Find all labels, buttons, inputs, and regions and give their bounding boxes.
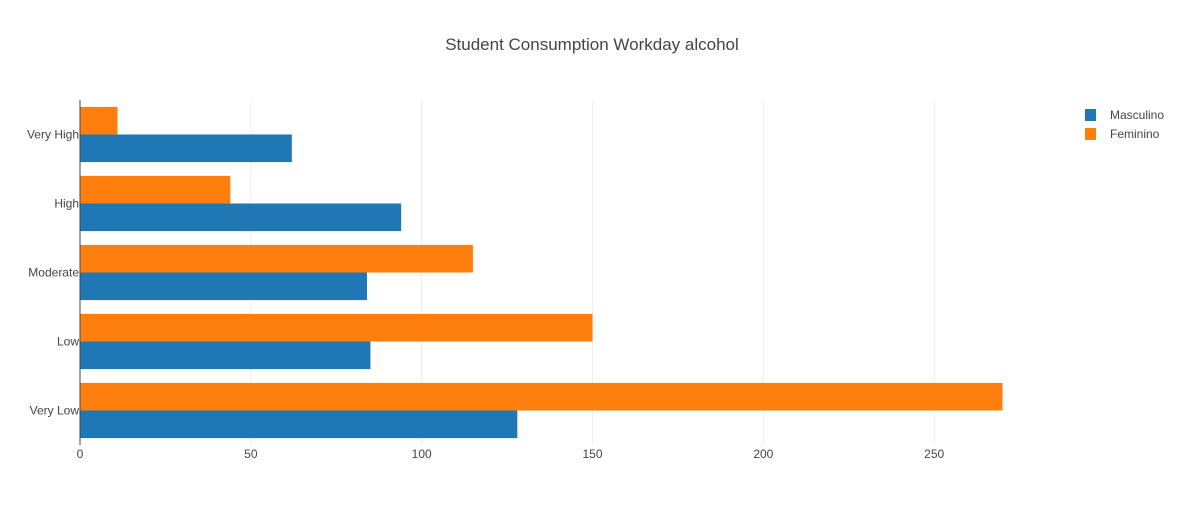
y-tick-label: Very High bbox=[27, 128, 79, 142]
x-tick-label: 100 bbox=[412, 447, 432, 461]
x-tick-label: 0 bbox=[77, 447, 84, 461]
x-tick-label: 250 bbox=[924, 447, 944, 461]
x-tick-label: 50 bbox=[244, 447, 258, 461]
bar-feminino-very-low[interactable] bbox=[80, 382, 1003, 411]
x-tick-label: 150 bbox=[582, 447, 602, 461]
y-tick-label: High bbox=[54, 197, 79, 211]
bar-feminino-moderate[interactable] bbox=[80, 244, 473, 273]
bar-masculino-moderate[interactable] bbox=[80, 272, 367, 301]
bars bbox=[80, 106, 1003, 439]
bar-feminino-very-high[interactable] bbox=[80, 106, 118, 135]
bar-feminino-high[interactable] bbox=[80, 175, 231, 204]
legend-label-masculino[interactable]: Masculino bbox=[1110, 108, 1164, 122]
legend-label-feminino[interactable]: Feminino bbox=[1110, 127, 1160, 141]
y-tick-label: Very Low bbox=[30, 404, 80, 418]
bar-masculino-low[interactable] bbox=[80, 341, 371, 370]
bar-masculino-very-high[interactable] bbox=[80, 134, 292, 163]
axes: 0 50 100 150 200 250 Very Low Low Moderate High Ve… bbox=[27, 100, 944, 461]
bar-masculino-high[interactable] bbox=[80, 203, 402, 232]
y-tick-label: Moderate bbox=[28, 266, 79, 280]
y-tick-label: Low bbox=[57, 335, 79, 349]
legend: Masculino Feminino bbox=[1085, 108, 1164, 141]
bar-masculino-very-low[interactable] bbox=[80, 410, 518, 439]
x-tick-label: 200 bbox=[753, 447, 773, 461]
legend-swatch-feminino[interactable] bbox=[1085, 128, 1096, 140]
bar-feminino-low[interactable] bbox=[80, 313, 593, 342]
legend-swatch-masculino[interactable] bbox=[1085, 109, 1096, 121]
chart-title: Student Consumption Workday alcohol bbox=[445, 35, 739, 54]
